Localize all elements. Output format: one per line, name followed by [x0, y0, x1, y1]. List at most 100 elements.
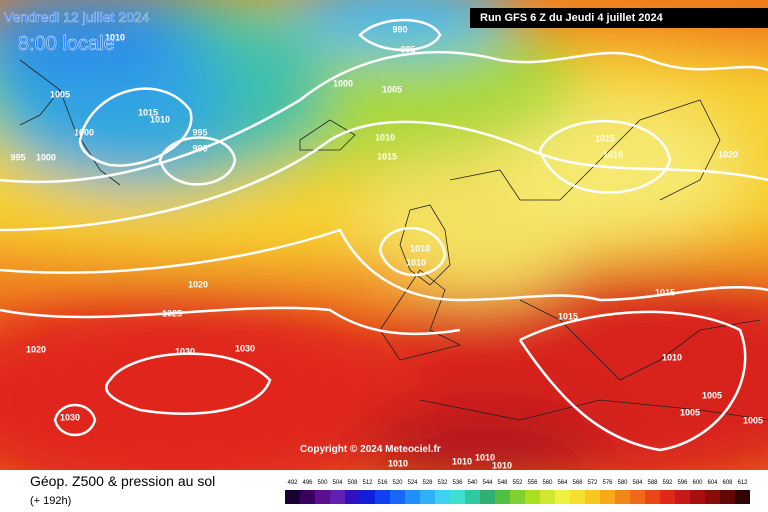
- valid-date: Vendredi 12 juillet 2024: [4, 9, 150, 25]
- isobar-label: 995: [400, 44, 415, 54]
- legend-label: 572: [587, 480, 598, 486]
- legend-swatch: [720, 490, 735, 504]
- isobar-label: 1000: [333, 78, 353, 88]
- legend-label: 508: [347, 480, 358, 486]
- legend-swatch: [390, 490, 405, 504]
- legend: 492 496 500 504 508 512 516 520 524 528 532 536 540 5…: [285, 480, 750, 504]
- legend-label: 600: [692, 480, 703, 486]
- isobar-label: 1015: [595, 133, 615, 143]
- isobar-label: 1005: [382, 84, 402, 94]
- legend-label: 608: [722, 480, 733, 486]
- legend-label: 520: [392, 480, 403, 486]
- legend-label: 556: [527, 480, 538, 486]
- legend-swatch: [690, 490, 705, 504]
- legend-swatch: [450, 490, 465, 504]
- legend-label: 604: [707, 480, 718, 486]
- legend-label: 504: [332, 480, 343, 486]
- isobar-label: 1010: [475, 452, 495, 462]
- legend-label: 576: [602, 480, 613, 486]
- legend-label: 560: [542, 480, 553, 486]
- legend-label: 584: [632, 480, 643, 486]
- legend-swatch: [675, 490, 690, 504]
- legend-label: 500: [317, 480, 328, 486]
- legend-swatch: [570, 490, 585, 504]
- valid-time: 8:00 locale: [18, 33, 115, 55]
- isobar-label: 1025: [162, 308, 182, 318]
- legend-label: 496: [302, 480, 313, 486]
- isobar-label: 1010: [452, 456, 472, 466]
- isobar-label: 1015: [377, 151, 397, 161]
- isobar-label: 1010: [150, 114, 170, 124]
- legend-label: 512: [362, 480, 373, 486]
- isobar-label: 1030: [175, 346, 195, 356]
- legend-swatch: [375, 490, 390, 504]
- legend-label: 532: [437, 480, 448, 486]
- legend-swatch: [615, 490, 630, 504]
- legend-label: 592: [662, 480, 673, 486]
- legend-swatch: [660, 490, 675, 504]
- legend-swatch: [585, 490, 600, 504]
- legend-swatch: [735, 490, 750, 504]
- legend-label: 612: [737, 480, 748, 486]
- legend-swatch: [525, 490, 540, 504]
- run-info: Run GFS 6 Z du Jeudi 4 juillet 2024: [480, 12, 664, 24]
- legend-label: 528: [422, 480, 433, 486]
- isobar-label: 1010: [410, 243, 430, 253]
- isobar-label: 995: [10, 152, 25, 162]
- isobar-label: 1000: [74, 127, 94, 137]
- legend-swatch: [600, 490, 615, 504]
- legend-swatch: [345, 490, 360, 504]
- legend-label: 516: [377, 480, 388, 486]
- legend-swatch: [540, 490, 555, 504]
- legend-swatch: [510, 490, 525, 504]
- legend-label: 544: [482, 480, 493, 486]
- isobar-label: 990: [192, 143, 207, 153]
- legend-label: 568: [572, 480, 583, 486]
- legend-swatch: [315, 490, 330, 504]
- legend-label: 596: [677, 480, 688, 486]
- legend-swatch: [465, 490, 480, 504]
- legend-label: 536: [452, 480, 463, 486]
- legend-swatch: [360, 490, 375, 504]
- isobar-label: 1005: [680, 407, 700, 417]
- isobar-label: 1030: [60, 412, 80, 422]
- isobar-label: 1010: [406, 257, 426, 267]
- footer-lead: (+ 192h): [30, 495, 71, 507]
- legend-label: 548: [497, 480, 508, 486]
- legend-swatch: [495, 490, 510, 504]
- copyright: Copyright © 2024 Meteociel.fr: [300, 444, 441, 455]
- isobar-label: 1005: [50, 89, 70, 99]
- isobar-label: 1010: [662, 352, 682, 362]
- legend-swatch: [645, 490, 660, 504]
- isobar-label: 1015: [558, 311, 578, 321]
- isobar-label: 1010: [603, 149, 623, 159]
- isobar-label: 1020: [26, 344, 46, 354]
- legend-swatch: [630, 490, 645, 504]
- isobar-label: 1005: [743, 415, 763, 425]
- isobar-label: 1015: [138, 107, 158, 117]
- legend-swatch: [330, 490, 345, 504]
- legend-label: 524: [407, 480, 418, 486]
- legend-swatch: [480, 490, 495, 504]
- run-banner: [470, 8, 768, 28]
- isobar-label: 1000: [36, 152, 56, 162]
- legend-swatch: [420, 490, 435, 504]
- isobar-label: 1020: [188, 279, 208, 289]
- isobar-label: 1010: [375, 132, 395, 142]
- legend-swatch: [435, 490, 450, 504]
- legend-label: 492: [287, 480, 298, 486]
- legend-swatch: [405, 490, 420, 504]
- isobar-label: 1015: [655, 287, 675, 297]
- legend-swatch: [705, 490, 720, 504]
- legend-label: 588: [647, 480, 658, 486]
- isobar-label: 1030: [235, 343, 255, 353]
- legend-label: 564: [557, 480, 568, 486]
- legend-label: 552: [512, 480, 523, 486]
- isobar-label: 995: [192, 127, 207, 137]
- isobar-label: 1010: [492, 460, 512, 470]
- footer-title: Géop. Z500 & pression au sol: [30, 473, 215, 489]
- isobar-label: 1010: [388, 458, 408, 468]
